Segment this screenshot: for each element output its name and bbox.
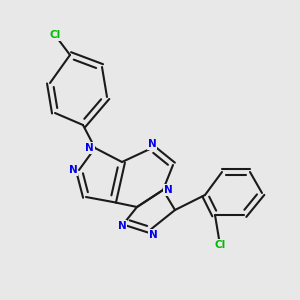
Text: N: N bbox=[149, 230, 158, 239]
Text: N: N bbox=[69, 165, 77, 175]
Text: N: N bbox=[118, 220, 126, 231]
Text: N: N bbox=[85, 143, 94, 153]
Text: Cl: Cl bbox=[214, 240, 226, 250]
Text: N: N bbox=[164, 185, 173, 195]
Text: Cl: Cl bbox=[50, 30, 61, 40]
Text: N: N bbox=[148, 140, 156, 149]
